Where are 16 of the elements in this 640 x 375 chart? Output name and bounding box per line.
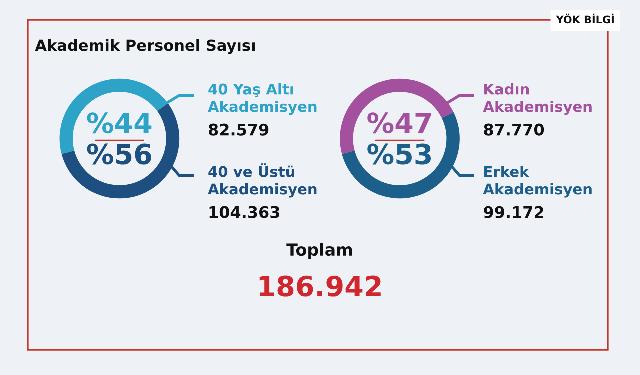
text: %44 bbox=[87, 112, 152, 134]
slice-label: Kadın Akademisyen bbox=[483, 84, 592, 116]
text: %47 bbox=[368, 112, 432, 134]
slice-label: 40 Yaş Altı Akademisyen bbox=[208, 84, 317, 116]
chart-title: Akademik Personel Sayısı bbox=[35, 39, 255, 54]
data-label: 87.770 bbox=[484, 124, 544, 136]
slice-label: Erkek Akademisyen bbox=[483, 166, 592, 198]
text: Toplam bbox=[286, 243, 352, 260]
text: %56 bbox=[87, 144, 152, 165]
text: %53 bbox=[368, 144, 432, 165]
data-label: 82.579 bbox=[208, 124, 269, 136]
slice-label: 40 ve Üstü Akademisyen bbox=[208, 164, 317, 198]
text: YÖK BİLGİ bbox=[556, 14, 614, 24]
data-label: 99.172 bbox=[484, 206, 544, 218]
data-label: 104.363 bbox=[210, 206, 280, 218]
text: 186.942 bbox=[260, 276, 381, 297]
